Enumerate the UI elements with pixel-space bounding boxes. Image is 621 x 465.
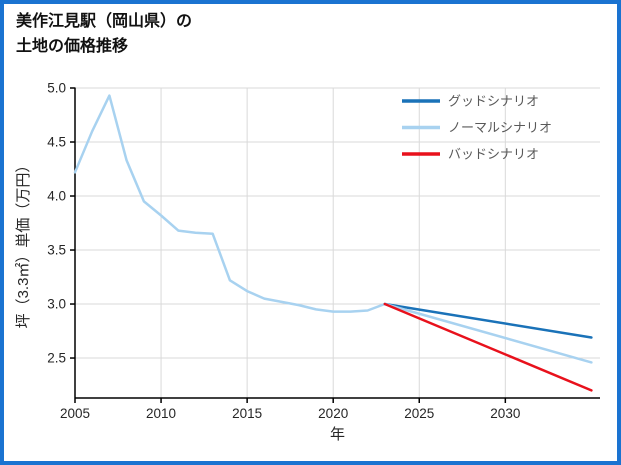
y-tick-label: 2.5 [47,351,66,366]
price-chart-svg: 2005 2010 2015 2020 2025 2030 2.5 3.0 3.5 4.0 4.5 5… [15,81,600,443]
x-tick-label: 2005 [60,406,90,421]
series-historical-line [73,94,387,313]
legend-label-normal: ノーマルシナリオ [448,120,552,135]
chart-title: 美作江見駅（岡山県）の 土地の価格推移 [16,10,192,60]
legend-label-bad: バッドシナリオ [448,147,539,162]
series-normal-line [383,302,593,364]
series-good-line [383,302,593,339]
axes [70,87,600,403]
x-tick-label: 2030 [490,406,520,421]
chart-title-line-2: 土地の価格推移 [16,37,129,55]
x-tick-label: 2025 [404,406,434,421]
y-tick-label: 3.5 [47,243,66,258]
y-tick-label: 5.0 [47,81,66,96]
x-axis-label: 年 [330,426,345,443]
x-tick-label: 2010 [146,406,176,421]
grid-lines [74,87,600,398]
y-tick-label: 3.0 [47,297,66,312]
y-tick-label: 4.5 [47,135,66,150]
x-tick-label: 2015 [232,406,262,421]
legend-label-good: グッドシナリオ [448,94,539,109]
y-axis-label: 坪（3.3㎡）単価（万円） [15,158,32,329]
chart-title-line-1: 美作江見駅（岡山県）の [16,13,193,30]
y-tick-label: 4.0 [47,189,66,204]
series-bad-line [383,302,593,392]
x-tick-label: 2020 [318,406,348,421]
